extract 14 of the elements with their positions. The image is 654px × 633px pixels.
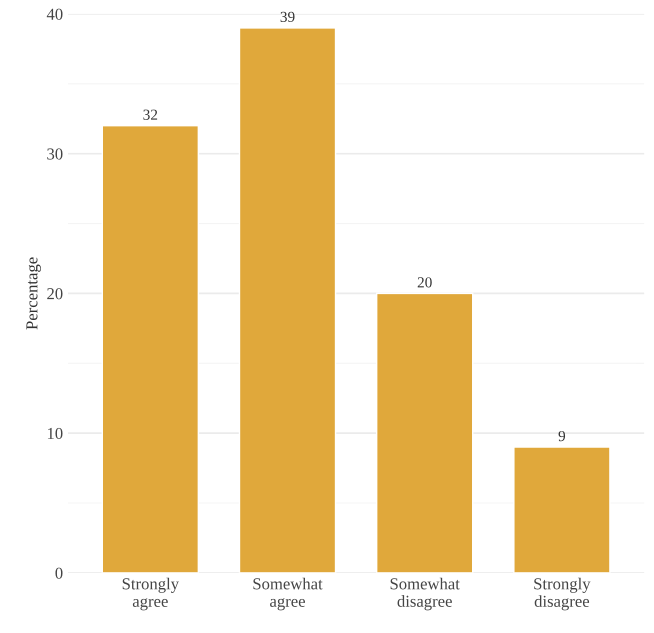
x-tick-label: Strongly disagree: [534, 578, 591, 610]
data-label: 39: [280, 12, 295, 22]
y-tick-label: 20: [47, 288, 63, 300]
x-tick-label: Somewhat disagree: [390, 578, 460, 610]
y-tick-label: 40: [46, 8, 63, 20]
data-label: 32: [143, 110, 158, 120]
y-tick-label: 0: [55, 568, 63, 579]
y-axis-title: Percentage: [26, 257, 41, 330]
data-label: 9: [558, 430, 566, 442]
y-tick-label: 10: [48, 428, 63, 440]
x-tick-label: Strongly agree: [122, 578, 179, 610]
y-tick-label: 30: [47, 148, 63, 160]
data-label: 20: [418, 277, 432, 288]
x-tick-label: Somewhat agree: [253, 578, 323, 610]
